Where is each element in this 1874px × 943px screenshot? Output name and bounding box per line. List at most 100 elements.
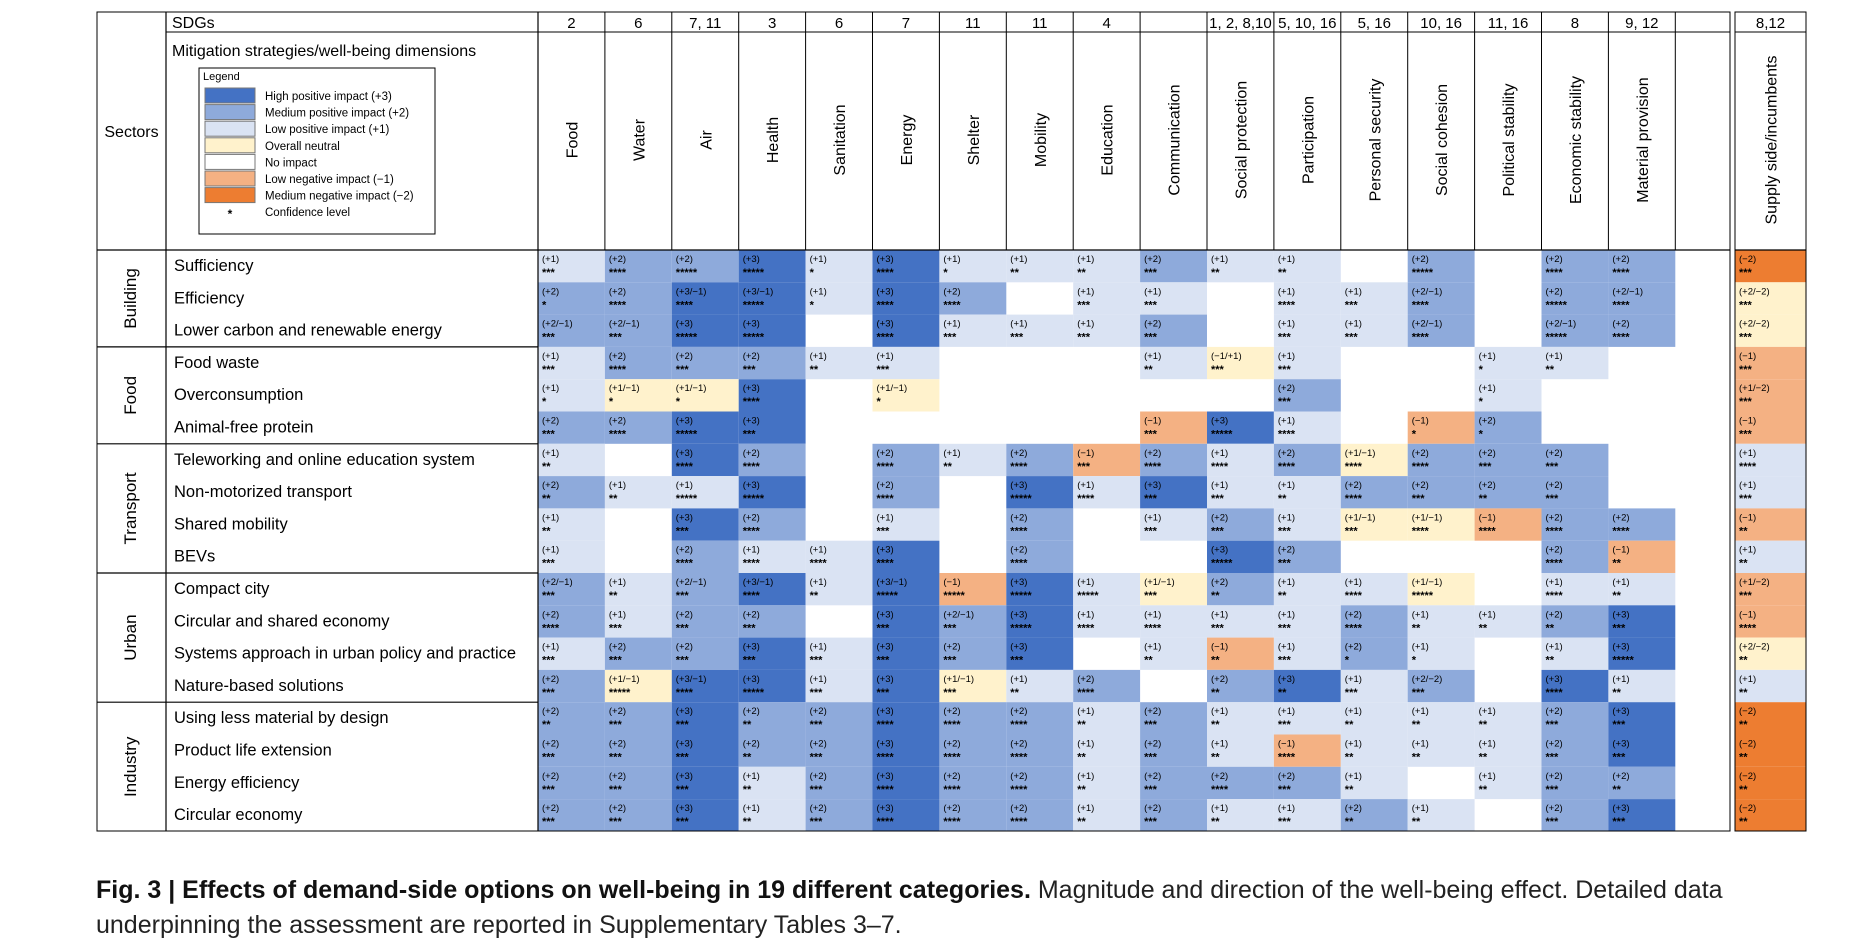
confidence-stars: *** (1144, 590, 1158, 602)
confidence-stars: **** (1739, 622, 1757, 634)
impact-cell (1541, 250, 1609, 283)
impact-cell (1006, 540, 1074, 573)
dimensions-label: Mitigation strategies/well-being dimensi… (172, 43, 476, 60)
impact-cell (1474, 734, 1542, 767)
incumbent-cell (1735, 766, 1806, 800)
incumbent-cell (1735, 799, 1806, 832)
impact-cell (538, 702, 605, 735)
impact-score: (+2) (743, 512, 760, 523)
impact-cell (738, 734, 806, 767)
impact-score: (+3) (877, 674, 894, 685)
impact-score: (−1) (1077, 448, 1094, 459)
confidence-stars: ** (1739, 719, 1748, 731)
confidence-stars: *** (1345, 299, 1359, 311)
impact-cell (1608, 702, 1676, 735)
confidence-stars: ***** (1211, 558, 1233, 570)
impact-score: (+1/−1) (676, 383, 707, 394)
sdg-number: 2 (567, 15, 575, 32)
strategy-label: BEVs (174, 548, 215, 566)
impact-cell (1207, 637, 1274, 670)
confidence-stars: *** (943, 622, 957, 634)
confidence-stars: ***** (1010, 493, 1032, 505)
impact-score: (+2) (542, 480, 559, 491)
impact-score: (+1) (1211, 609, 1228, 620)
incumbent-column-frame (1734, 11, 1807, 832)
confidence-stars: *** (1010, 655, 1024, 667)
confidence-stars: * (1479, 396, 1484, 408)
impact-score: (+2) (609, 254, 626, 265)
impact-score: (+1) (1077, 319, 1094, 330)
impact-cell (1207, 766, 1274, 800)
impact-cell (1073, 573, 1141, 606)
confidence-stars: ** (1612, 687, 1621, 699)
impact-cell (1207, 605, 1274, 638)
impact-cell (1608, 605, 1676, 638)
impact-cell (738, 411, 806, 444)
confidence-stars: ** (1739, 784, 1748, 796)
confidence-stars: *** (1144, 784, 1158, 796)
impact-cell (604, 637, 672, 670)
dimension-label: Social cohesion (1434, 84, 1451, 196)
dimension-label: Food (564, 122, 581, 158)
confidence-stars: * (542, 299, 547, 311)
impact-score: (+1) (1010, 674, 1027, 685)
impact-cell (939, 250, 1007, 283)
impact-score: (+1) (1278, 480, 1295, 491)
impact-cell (538, 476, 605, 509)
impact-cell (604, 799, 672, 832)
confidence-stars: ***** (743, 267, 765, 279)
confidence-stars: *** (542, 784, 556, 796)
confidence-stars: **** (1278, 752, 1296, 764)
confidence-stars: ** (1546, 622, 1555, 634)
impact-cell (1006, 799, 1074, 832)
confidence-stars: *** (609, 622, 623, 634)
impact-score: (+2) (1612, 771, 1629, 782)
impact-cell (872, 669, 940, 703)
confidence-stars: *** (676, 784, 690, 796)
impact-score: (+2) (609, 706, 626, 717)
confidence-stars: ** (1144, 364, 1153, 376)
impact-cell (671, 476, 739, 509)
incumbent-cell (1735, 605, 1806, 638)
impact-cell (1140, 605, 1207, 638)
confidence-stars: **** (810, 558, 828, 570)
dimension-label: Shelter (966, 114, 983, 165)
impact-score: (−2) (1739, 706, 1756, 717)
confidence-stars: *** (1144, 267, 1158, 279)
confidence-stars: *** (609, 719, 623, 731)
impact-score: (+2/−1) (943, 609, 974, 620)
confidence-stars: ** (1211, 655, 1220, 667)
confidence-stars: ** (1010, 687, 1019, 699)
confidence-stars: *** (1278, 784, 1292, 796)
dimension-label: Sanitation (832, 104, 849, 175)
impact-cell (939, 799, 1007, 832)
confidence-stars: **** (676, 558, 694, 570)
impact-score: (+1) (1211, 803, 1228, 814)
confidence-stars: **** (1278, 461, 1296, 473)
confidence-stars: ** (1211, 719, 1220, 731)
confidence-stars: ** (1479, 622, 1488, 634)
confidence-stars: **** (1412, 461, 1430, 473)
impact-cell (538, 314, 605, 347)
confidence-stars: **** (1010, 752, 1028, 764)
confidence-stars: *** (1612, 752, 1626, 764)
impact-cell (1273, 379, 1341, 412)
confidence-stars: *** (743, 364, 757, 376)
impact-cell (1340, 443, 1408, 477)
impact-cell (671, 411, 739, 444)
impact-cell (1073, 476, 1141, 509)
sdg-number: 7 (902, 15, 910, 32)
impact-cell (738, 637, 806, 670)
impact-score: (+1) (1412, 739, 1429, 750)
confidence-stars: ***** (1546, 299, 1568, 311)
confidence-stars: *** (810, 752, 824, 764)
impact-score: (+3) (676, 771, 693, 782)
impact-score: (+2) (743, 706, 760, 717)
impact-cell (1207, 508, 1274, 541)
impact-score: (+2/−1) (1412, 286, 1443, 297)
impact-cell (1608, 766, 1676, 800)
confidence-stars: * (609, 396, 614, 408)
confidence-stars: *** (1546, 816, 1560, 828)
impact-cell (1407, 573, 1475, 606)
confidence-stars: *** (542, 558, 556, 570)
